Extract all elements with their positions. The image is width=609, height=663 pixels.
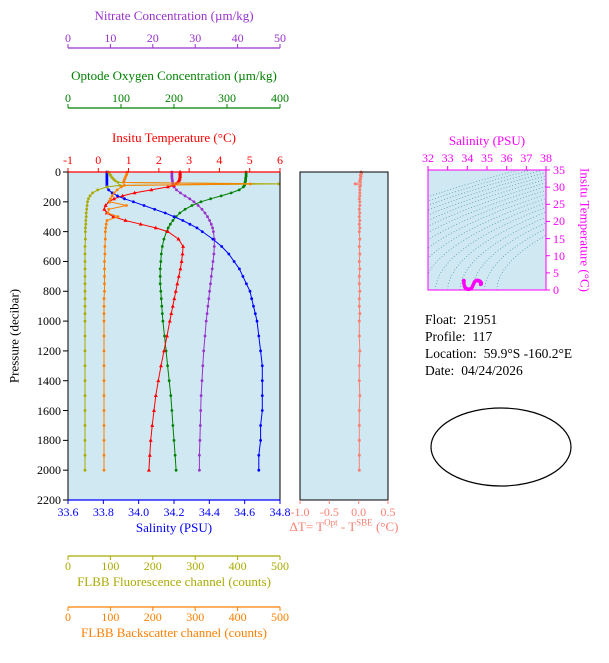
tick-label: 200: [143, 559, 162, 573]
tick-label: 1600: [37, 403, 61, 418]
tick-label: 0: [65, 31, 71, 45]
tick-label: 100: [112, 91, 130, 105]
tick-label: 34: [461, 151, 474, 165]
tick-label: -0.5: [319, 505, 339, 519]
tick-label: 500: [271, 610, 289, 624]
oxygen-axis-title: Optode Oxygen Concentration (µm/kg): [71, 68, 277, 83]
tick-label: 30: [553, 180, 565, 195]
tick-label: 32: [422, 151, 434, 165]
tick-label: -1: [63, 153, 73, 167]
tick-label: 400: [43, 224, 61, 239]
tick-label: 37: [520, 151, 533, 165]
delta-t-axis-title: ΔT= TOpt - TSBE (°C): [289, 517, 399, 534]
tick-label: 33: [441, 151, 454, 165]
backscatter-axis-title: FLBB Backscatter channel (counts): [81, 625, 267, 640]
tick-label: 0: [553, 283, 559, 297]
float-info-block: Float: 21951 Profile: 117 Location: 59.9°S …: [425, 312, 572, 380]
tick-label: 34.4: [198, 505, 220, 519]
tick-label: 38: [540, 151, 552, 165]
tick-label: 400: [271, 91, 289, 105]
tick-label: 5: [553, 265, 559, 280]
tick-label: 200: [165, 91, 183, 105]
tick-label: 40: [231, 31, 244, 45]
ts-temperature-axis-title: Insitu Temperature (°C): [577, 168, 593, 292]
tick-label: 6: [277, 153, 283, 167]
tick-label: 34.2: [163, 505, 185, 519]
tick-label: 30: [189, 31, 202, 45]
tick-label: 5: [246, 153, 253, 167]
tick-label: 600: [43, 254, 61, 269]
tick-label: 1200: [37, 343, 61, 358]
tick-label: 400: [228, 610, 247, 624]
tick-label: 1800: [37, 433, 61, 448]
delta-t-curve: [353, 171, 363, 471]
tick-label: 2000: [37, 463, 61, 478]
tick-label: 36: [500, 151, 513, 165]
tick-label: 2200: [37, 493, 61, 507]
tick-label: 0: [95, 153, 102, 167]
tick-label: 20: [553, 214, 565, 229]
tick-label: 4: [216, 153, 223, 167]
tick-label: 500: [271, 559, 289, 573]
tick-label: 100: [101, 559, 120, 573]
tick-label: 34.6: [234, 505, 256, 519]
world-map: [430, 407, 572, 487]
tick-label: 400: [228, 559, 247, 573]
tick-label: 1000: [37, 314, 61, 329]
tick-label: 33.6: [57, 505, 79, 519]
info-location: Location: 59.9°S -160.2°E: [425, 346, 573, 361]
tick-label: 33.8: [92, 505, 114, 519]
nitrate-axis-title: Nitrate Concentration (µm/kg): [94, 8, 254, 23]
tick-label: 0: [55, 165, 61, 179]
tick-label: 100: [101, 610, 120, 624]
info-profile: Profile: 117: [425, 329, 493, 344]
tick-label: 35: [553, 163, 565, 177]
tick-label: 50: [274, 31, 286, 45]
main-series-5: [103, 171, 251, 471]
tick-label: 1400: [37, 373, 61, 388]
tick-label: -1.0: [290, 505, 310, 519]
tick-label: 300: [186, 610, 205, 624]
temperature-axis-title: Insitu Temperature (°C): [112, 130, 236, 145]
tick-label: 300: [218, 91, 236, 105]
fluorescence-axis-title: FLBB Fluorescence channel (counts): [77, 574, 271, 589]
tick-label: 0: [65, 559, 71, 573]
tick-label: 0.5: [380, 505, 396, 519]
tick-label: 1: [125, 153, 132, 167]
tick-label: 34.8: [269, 505, 291, 519]
tick-label: 300: [186, 559, 205, 573]
tick-label: 10: [553, 248, 565, 263]
tick-label: 35: [481, 151, 493, 165]
info-float: Float: 21951: [425, 312, 498, 327]
salinity-axis-title: Salinity (PSU): [135, 520, 213, 535]
tick-label: 3: [186, 153, 193, 167]
delta-plot-area: [300, 172, 388, 500]
tick-label: 10: [104, 31, 117, 45]
tick-label: 34.0: [128, 505, 150, 519]
tick-label: 2: [155, 153, 162, 167]
tick-label: 200: [43, 194, 61, 209]
tick-label: 20: [146, 31, 159, 45]
pressure-axis-title: Pressure (decibar): [6, 288, 22, 384]
tick-label: 200: [143, 610, 162, 624]
tick-label: 0.0: [351, 505, 367, 519]
info-date: Date: 04/24/2026: [425, 363, 523, 378]
tick-label: 15: [553, 231, 565, 246]
tick-label: 0: [65, 610, 71, 624]
tick-label: 0: [65, 91, 71, 105]
tick-label: 25: [553, 197, 565, 212]
tick-label: 800: [43, 284, 61, 299]
ts-salinity-axis-title: Salinity (PSU): [448, 133, 526, 148]
